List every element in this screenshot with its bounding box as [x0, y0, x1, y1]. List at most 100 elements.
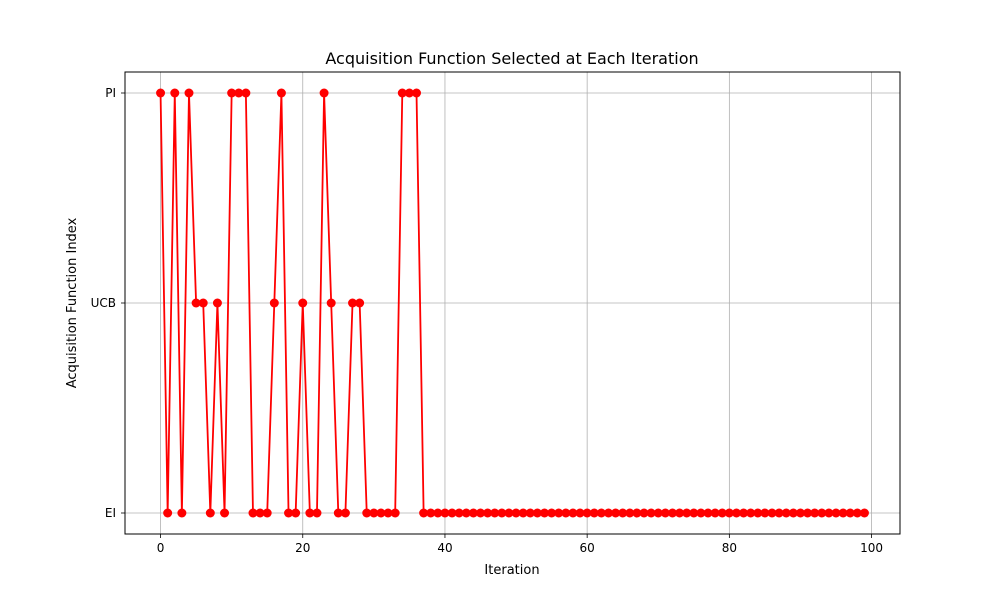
- data-point: [362, 508, 372, 518]
- data-point: [234, 88, 244, 98]
- data-point: [476, 508, 486, 518]
- data-point: [504, 508, 514, 518]
- data-point: [803, 508, 813, 518]
- data-point: [575, 508, 585, 518]
- x-axis-label: Iteration: [484, 563, 539, 578]
- data-point: [305, 508, 315, 518]
- data-point: [376, 508, 386, 518]
- data-point: [696, 508, 706, 518]
- data-point: [817, 508, 827, 518]
- data-point: [333, 508, 343, 518]
- data-point: [561, 508, 571, 518]
- data-point: [611, 508, 621, 518]
- grid: [125, 72, 900, 534]
- data-point: [618, 508, 628, 518]
- x-tick-label: 80: [722, 541, 737, 555]
- data-point: [710, 508, 720, 518]
- data-point: [539, 508, 549, 518]
- y-tick-label: UCB: [91, 296, 116, 310]
- data-point: [689, 508, 699, 518]
- data-point: [554, 508, 564, 518]
- data-point: [276, 88, 286, 98]
- data-point: [646, 508, 656, 518]
- data-point: [284, 508, 294, 518]
- data-point: [177, 508, 187, 518]
- data-point: [852, 508, 862, 518]
- data-point: [426, 508, 436, 518]
- series-markers: [156, 88, 869, 518]
- data-point: [667, 508, 677, 518]
- data-point: [163, 508, 173, 518]
- data-point: [682, 508, 692, 518]
- data-point: [717, 508, 727, 518]
- data-point: [746, 508, 756, 518]
- data-point: [795, 508, 805, 518]
- data-point: [355, 298, 365, 308]
- data-point: [596, 508, 606, 518]
- data-point: [483, 508, 493, 518]
- data-point: [639, 508, 649, 518]
- data-point: [220, 508, 230, 518]
- x-tick-label: 0: [157, 541, 165, 555]
- data-point: [156, 88, 166, 98]
- data-point: [412, 88, 422, 98]
- data-point: [291, 508, 301, 518]
- data-point: [433, 508, 443, 518]
- data-point: [298, 298, 308, 308]
- data-point: [340, 508, 350, 518]
- data-point: [675, 508, 685, 518]
- chart-title: Acquisition Function Selected at Each It…: [325, 49, 698, 68]
- data-point: [788, 508, 798, 518]
- x-tick-label: 60: [580, 541, 595, 555]
- data-point: [255, 508, 265, 518]
- data-point: [625, 508, 635, 518]
- x-tick-label: 20: [295, 541, 310, 555]
- data-point: [248, 508, 258, 518]
- data-point: [824, 508, 834, 518]
- data-point: [767, 508, 777, 518]
- data-point: [319, 88, 329, 98]
- data-point: [170, 88, 180, 98]
- data-point: [739, 508, 749, 518]
- data-point: [447, 508, 457, 518]
- data-point: [490, 508, 500, 518]
- data-point: [518, 508, 528, 518]
- y-tick-label: PI: [105, 86, 116, 100]
- data-point: [241, 88, 251, 98]
- data-point: [326, 298, 336, 308]
- data-point: [845, 508, 855, 518]
- data-point: [454, 508, 464, 518]
- data-point: [227, 88, 237, 98]
- data-point: [212, 298, 222, 308]
- x-tick-label: 40: [437, 541, 452, 555]
- data-point: [831, 508, 841, 518]
- data-point: [348, 298, 358, 308]
- data-point: [269, 298, 279, 308]
- data-point: [383, 508, 393, 518]
- data-point: [781, 508, 791, 518]
- data-point: [603, 508, 613, 518]
- data-point: [390, 508, 400, 518]
- data-point: [312, 508, 322, 518]
- data-point: [397, 88, 407, 98]
- data-point: [760, 508, 770, 518]
- y-tick-label: EI: [105, 506, 116, 520]
- y-axis-ticks: EI UCB PI: [91, 86, 125, 520]
- data-point: [632, 508, 642, 518]
- x-axis-ticks: 0 20 40 60 80 100: [157, 534, 883, 555]
- data-point: [774, 508, 784, 518]
- data-point: [547, 508, 557, 518]
- y-axis-label: Acquisition Function Index: [65, 217, 80, 388]
- data-point: [568, 508, 578, 518]
- data-point: [461, 508, 471, 518]
- data-point: [653, 508, 663, 518]
- data-point: [859, 508, 869, 518]
- data-point: [468, 508, 478, 518]
- data-point: [205, 508, 215, 518]
- data-point: [731, 508, 741, 518]
- data-point: [262, 508, 272, 518]
- data-point: [198, 298, 208, 308]
- data-point: [582, 508, 592, 518]
- data-point: [511, 508, 521, 518]
